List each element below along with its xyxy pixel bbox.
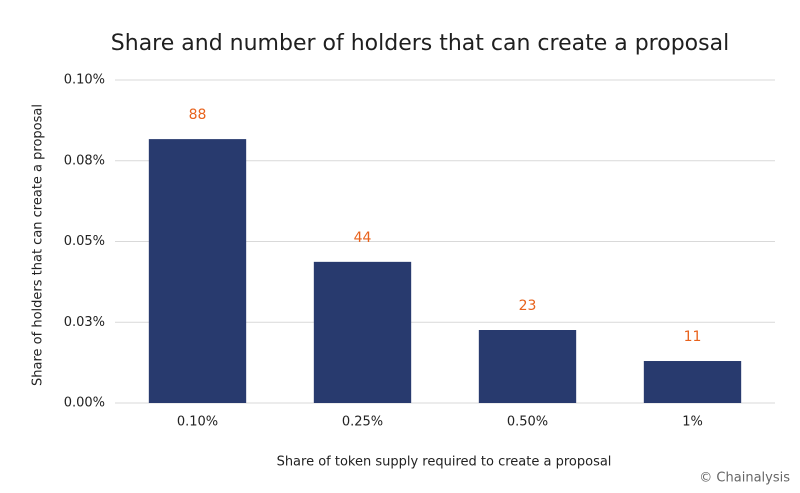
y-tick-label: 0.10%	[64, 73, 105, 88]
x-tick-label: 0.25%	[342, 415, 383, 430]
x-tick-label: 1%	[682, 415, 703, 430]
data-label: 23	[519, 298, 537, 314]
data-label: 88	[189, 107, 207, 123]
x-axis-label: Share of token supply required to create…	[277, 455, 612, 470]
y-axis-label: Share of holders that can create a propo…	[31, 104, 46, 386]
data-label: 11	[684, 329, 702, 345]
x-tick-label: 0.10%	[177, 415, 218, 430]
bar	[313, 261, 412, 403]
y-tick-label: 0.03%	[64, 315, 105, 330]
y-tick-label: 0.00%	[64, 396, 105, 411]
bar	[643, 361, 742, 403]
bar	[148, 139, 247, 403]
source: © Chainalysis	[699, 471, 790, 486]
data-label: 44	[354, 230, 372, 246]
x-tick-label: 0.50%	[507, 415, 548, 430]
y-tick-label: 0.05%	[64, 234, 105, 249]
y-tick-label: 0.08%	[64, 153, 105, 168]
bar	[478, 330, 577, 403]
chart-title: Share and number of holders that can cre…	[111, 31, 729, 56]
